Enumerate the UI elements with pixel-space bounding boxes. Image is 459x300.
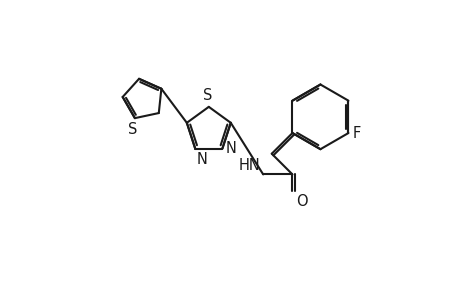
Text: F: F: [352, 125, 360, 140]
Text: S: S: [202, 88, 212, 103]
Text: N: N: [225, 141, 236, 156]
Text: HN: HN: [239, 158, 260, 173]
Text: S: S: [128, 122, 137, 137]
Text: N: N: [196, 152, 207, 167]
Text: O: O: [296, 194, 307, 208]
